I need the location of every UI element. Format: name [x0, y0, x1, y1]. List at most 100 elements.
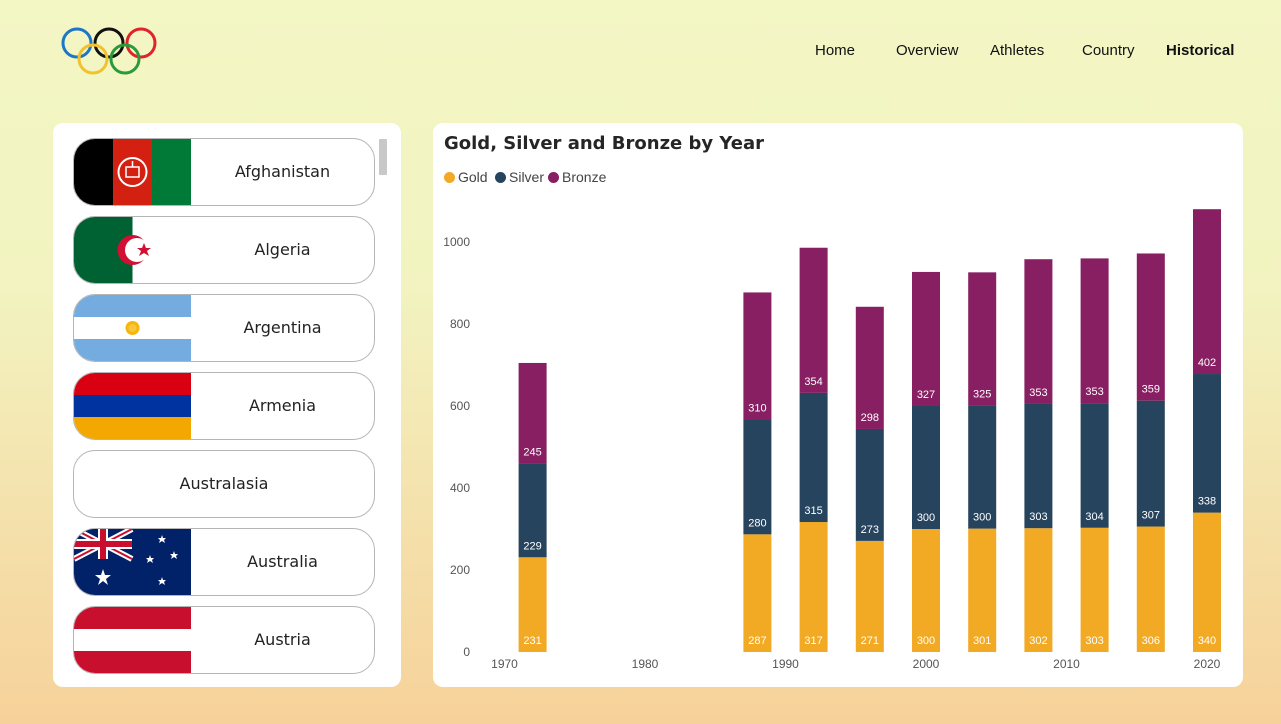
country-name: Austria: [254, 630, 311, 649]
scrollbar-thumb[interactable]: [379, 139, 387, 175]
country-item-afghanistan[interactable]: Afghanistan: [73, 138, 375, 206]
olympic-rings-logo: [61, 27, 157, 75]
country-item-australasia[interactable]: Australasia: [73, 450, 375, 518]
x-tick-label: 2010: [1053, 657, 1080, 671]
bar-gold: [743, 534, 772, 652]
nav-overview[interactable]: Overview: [896, 42, 959, 59]
legend-item-bronze[interactable]: Bronze: [548, 169, 606, 185]
country-item-algeria[interactable]: Algeria: [73, 216, 375, 284]
x-tick-label: 2000: [913, 657, 940, 671]
country-item-austria[interactable]: Austria: [73, 606, 375, 674]
x-tick-label: 1970: [491, 657, 518, 671]
bar-bronze: [1080, 258, 1109, 404]
y-tick-label: 1000: [443, 235, 470, 249]
bar-silver: [1024, 403, 1053, 529]
bar-bronze: [1193, 209, 1221, 375]
stacked-bar-chart: 0 200 400 600 800 1000 1970 1980 1990 2000 2010 202…: [443, 209, 1221, 671]
bar-silver: [855, 428, 884, 541]
bar-silver: [799, 392, 828, 523]
data-label-bronze: 298: [861, 412, 879, 424]
afghanistan-flag-icon: [74, 139, 191, 205]
algeria-flag-icon: [74, 217, 191, 283]
country-name: Afghanistan: [234, 162, 331, 181]
y-tick-label: 800: [450, 317, 470, 331]
bar-bronze: [968, 272, 997, 406]
country-item-argentina[interactable]: Argentina: [73, 294, 375, 362]
data-label-silver: 315: [804, 505, 822, 517]
y-tick-label: 600: [450, 399, 470, 413]
country-name: Algeria: [254, 240, 311, 259]
data-label-bronze: 325: [973, 389, 991, 401]
data-label-silver: 280: [748, 517, 766, 529]
top-navigation: Home Overview Athletes Country Historica…: [0, 42, 1281, 62]
bar-silver: [1193, 374, 1221, 513]
x-tick-label: 1990: [772, 657, 799, 671]
data-label-silver: 300: [973, 512, 991, 524]
bar-gold: [518, 557, 547, 652]
data-label-gold: 300: [917, 635, 935, 647]
legend-label: Bronze: [562, 169, 607, 185]
chart-title: Gold, Silver and Bronze by Year: [444, 133, 765, 154]
nav-home[interactable]: Home: [815, 42, 856, 59]
bar-bronze: [1136, 253, 1165, 401]
data-label-gold: 287: [748, 635, 766, 647]
country-item-australia[interactable]: Australia: [73, 528, 375, 596]
data-label-gold: 317: [804, 635, 822, 647]
legend-item-silver[interactable]: Silver: [495, 169, 544, 185]
data-label-bronze: 353: [1085, 386, 1103, 398]
data-label-gold: 271: [861, 635, 879, 647]
data-label-silver: 229: [523, 540, 541, 552]
data-label-bronze: 359: [1142, 384, 1160, 396]
bar-gold: [1024, 528, 1053, 652]
nav-country[interactable]: Country: [1082, 42, 1135, 59]
data-label-gold: 306: [1142, 635, 1160, 647]
y-tick-label: 0: [463, 645, 470, 659]
bar-gold: [1136, 526, 1165, 652]
bar-bronze: [1024, 259, 1053, 404]
bar-gold: [968, 528, 997, 652]
bar-gold: [1080, 527, 1109, 652]
legend-dot-silver: [495, 172, 506, 183]
medals-chart-panel: Gold, Silver and Bronze by Year Gold Sil…: [433, 123, 1243, 687]
data-label-gold: 301: [973, 635, 991, 647]
data-label-gold: 303: [1085, 635, 1103, 647]
data-label-bronze: 402: [1198, 357, 1216, 369]
country-name: Australia: [247, 552, 318, 571]
data-label-silver: 303: [1029, 511, 1047, 523]
nav-athletes[interactable]: Athletes: [990, 42, 1045, 59]
austria-flag-icon: [74, 607, 191, 673]
data-label-silver: 307: [1142, 510, 1160, 522]
bar-silver: [912, 406, 940, 529]
bar-gold: [912, 529, 940, 652]
data-label-bronze: 353: [1029, 387, 1047, 399]
country-item-armenia[interactable]: Armenia: [73, 372, 375, 440]
y-tick-label: 200: [450, 563, 470, 577]
country-name: Argentina: [243, 318, 322, 337]
bar-silver: [518, 463, 547, 558]
data-label-gold: 340: [1198, 635, 1216, 647]
argentina-flag-icon: [74, 295, 191, 361]
data-label-silver: 273: [861, 524, 879, 536]
y-tick-label: 400: [450, 481, 470, 495]
legend-label: Silver: [509, 169, 545, 185]
bar-gold: [799, 522, 828, 652]
legend-label: Gold: [458, 169, 488, 185]
data-label-bronze: 354: [804, 376, 822, 388]
legend-item-gold[interactable]: Gold: [444, 169, 488, 185]
data-label-silver: 338: [1198, 496, 1216, 508]
country-name: Australasia: [179, 474, 269, 493]
bar-bronze: [855, 306, 884, 429]
bar-silver: [743, 419, 772, 535]
x-tick-label: 2020: [1194, 657, 1221, 671]
x-tick-label: 1980: [632, 657, 659, 671]
legend-dot-gold: [444, 172, 455, 183]
bar-silver: [1080, 403, 1109, 528]
data-label-silver: 300: [917, 512, 935, 524]
bar-silver: [968, 405, 997, 529]
bar-gold: [1193, 512, 1221, 652]
bar-silver: [1136, 400, 1165, 527]
bar-bronze: [912, 271, 940, 406]
nav-historical[interactable]: Historical: [1166, 42, 1235, 59]
data-label-silver: 304: [1085, 511, 1103, 523]
country-name: Armenia: [248, 396, 317, 415]
